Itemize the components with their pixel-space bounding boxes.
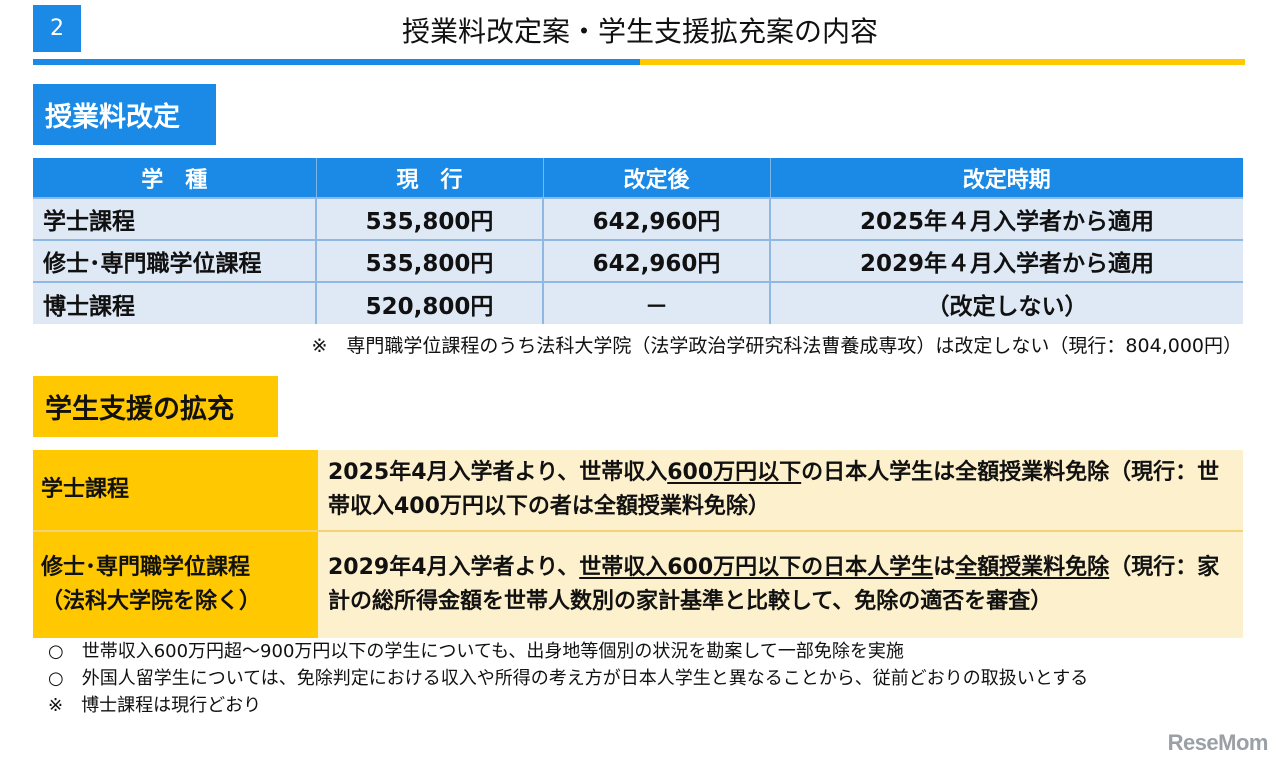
support-table: 学士課程 2025年4月入学者より、世帯収入600万円以下の日本人学生は全額授業… xyxy=(33,450,1243,638)
cell: （改定しない） xyxy=(770,281,1243,324)
category-sub: （法科大学院を除く） xyxy=(41,589,262,614)
cell: － xyxy=(543,281,771,324)
table-row: 学士課程 2025年4月入学者より、世帯収入600万円以下の日本人学生は全額授業… xyxy=(33,450,1243,532)
page-number: 2 xyxy=(33,5,81,52)
support-description: 2025年4月入学者より、世帯収入600万円以下の日本人学生は全額授業料免除（現… xyxy=(318,450,1243,532)
column-header: 改定後 xyxy=(543,158,771,198)
fee-table: 学 種 現 行 改定後 改定時期 学士課程 535,800円 642,960円 … xyxy=(33,158,1243,324)
section-label-fee: 授業料改定 xyxy=(33,84,216,145)
column-header: 改定時期 xyxy=(770,158,1243,198)
cell: 学士課程 xyxy=(33,197,317,240)
cell: 修士･専門職学位課程 xyxy=(33,239,317,282)
page-title: 授業料改定案・学生支援拡充案の内容 xyxy=(401,15,878,48)
text-segment: の日本人学生は全額授業料免除（現行：世帯収入400万円以下の者は全額授業料免除） xyxy=(328,460,1220,519)
category-main: 修士･専門職学位課程 xyxy=(41,555,251,580)
cell: 2025年４月入学者から適用 xyxy=(770,197,1243,240)
underlined-text: 全額授業料免除 xyxy=(955,555,1110,580)
table-row: 学士課程 535,800円 642,960円 2025年４月入学者から適用 xyxy=(33,197,1243,240)
cell: 520,800円 xyxy=(316,281,544,324)
underlined-text: 600万円以下 xyxy=(667,460,802,485)
column-header: 現 行 xyxy=(316,158,544,198)
title-divider-yellow xyxy=(640,59,1245,65)
support-category: 修士･専門職学位課程 （法科大学院を除く） xyxy=(33,531,318,638)
title-divider-blue xyxy=(33,59,640,65)
cell: 642,960円 xyxy=(543,239,771,282)
note-item: ○ 外国人留学生については、免除判定における収入や所得の考え方が日本人学生と異な… xyxy=(48,668,1089,689)
table-row: 博士課程 520,800円 － （改定しない） xyxy=(33,281,1243,324)
note-item: ○ 世帯収入600万円超～900万円以下の学生についても、出身地等個別の状況を勘… xyxy=(48,641,904,662)
text-segment: は xyxy=(933,555,956,580)
text-segment: 2025年4月入学者より、世帯収入 xyxy=(328,460,668,485)
text-segment: 2029年4月入学者より、 xyxy=(328,555,580,580)
note-item: ※ 博士課程は現行どおり xyxy=(48,695,262,716)
table-row: 修士･専門職学位課程 535,800円 642,960円 2029年４月入学者か… xyxy=(33,239,1243,282)
text-segment: （現行：家計の総所得金額を世帯人数別の家計基準と比較して、免除の適否を審査） xyxy=(328,555,1220,614)
cell: 2029年４月入学者から適用 xyxy=(770,239,1243,282)
resemom-logo: ReseMom xyxy=(1167,730,1269,755)
underlined-text: 世帯収入600万円以下の日本人学生 xyxy=(579,555,934,580)
support-description: 2029年4月入学者より、世帯収入600万円以下の日本人学生は全額授業料免除（現… xyxy=(318,531,1243,638)
fee-note: ※ 専門職学位課程のうち法科大学院（法学政治学研究科法曹養成専攻）は改定しない（… xyxy=(311,335,1243,357)
cell: 535,800円 xyxy=(316,239,544,282)
table-header-row: 学 種 現 行 改定後 改定時期 xyxy=(33,158,1243,198)
section-label-support: 学生支援の拡充 xyxy=(33,376,278,437)
support-category: 学士課程 xyxy=(33,450,318,532)
table-row: 修士･専門職学位課程 （法科大学院を除く） 2029年4月入学者より、世帯収入60… xyxy=(33,531,1243,638)
column-header: 学 種 xyxy=(33,158,317,198)
cell: 535,800円 xyxy=(316,197,544,240)
cell: 博士課程 xyxy=(33,281,317,324)
cell: 642,960円 xyxy=(543,197,771,240)
